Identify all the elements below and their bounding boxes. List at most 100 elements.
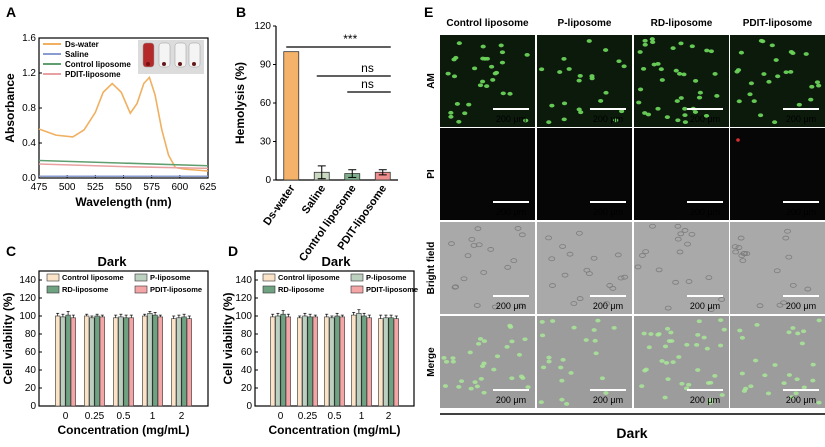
cell [786,373,793,377]
cell [808,97,814,102]
scale-bar-label: 200 μm [690,114,720,124]
viability-bar [383,317,389,407]
column-header: RD-liposome [651,18,713,29]
viability-bar [339,316,345,407]
vial [174,42,187,68]
cell [592,338,598,343]
cell [658,67,664,72]
cell [481,339,488,344]
hemolysis-bar [283,51,300,181]
y-tick-label: 40 [25,365,37,376]
scale-bar-label: 200 μm [593,301,623,311]
cell [696,319,702,324]
cell-outline [676,249,684,255]
cell [561,101,568,106]
cell [540,365,547,370]
cell [772,363,778,367]
cell [676,355,682,359]
cell [471,66,478,71]
cell-outline [737,235,745,241]
cell [456,41,462,46]
legend-label: PDIT-liposome [150,285,202,294]
micrograph-tile [440,222,535,314]
cell [659,359,665,363]
cell [762,373,768,378]
cell [539,320,545,324]
cell [445,71,451,76]
viability-bar [99,316,105,407]
cell-outline [617,275,625,281]
cell [765,391,772,396]
cell [611,325,617,330]
cell-outline [518,232,526,238]
viability-bar [176,317,182,407]
cell [772,120,778,125]
cell [559,397,565,402]
cell-outline [576,296,584,301]
y-tick-label: 80 [25,329,37,340]
scale-bar-label: 200 μm [496,114,526,124]
cell [708,49,714,54]
y-axis-label: Absorbance [3,73,17,143]
category-label: Control liposome [297,183,359,264]
micrograph-tile [634,316,729,408]
cell [477,336,484,341]
legend-label: PDIT-liposome [366,285,418,294]
cell [748,81,755,86]
cell-outline [609,286,617,291]
cell [790,51,796,56]
x-tick-label: 0.5 [328,411,342,422]
micrograph-tile [730,128,825,220]
cell-outline [570,301,578,306]
cell [500,91,506,96]
cell [482,56,488,61]
cell [583,338,589,342]
cell [801,385,807,390]
cell [479,79,486,84]
legend-swatch [46,285,60,294]
vials-photo-inset [138,40,204,74]
cell [799,341,805,346]
cell-outline [674,236,682,242]
cell [603,90,609,95]
vial [158,42,171,68]
cell-outline [548,256,556,262]
cell [670,360,676,365]
x-tick-label: 0.25 [298,411,318,422]
cell [682,120,689,125]
cell-outline [474,226,482,232]
x-axis-label: Concentration (mg/mL) [58,423,190,437]
cell [523,118,529,123]
scale-bar-label: 200 μm [496,395,526,405]
y-tick-label: 120 [235,293,252,304]
cell [642,368,648,373]
x-tick-label: 475 [31,182,48,193]
viability-bar [113,317,119,407]
cell-outline [470,243,478,248]
cell [663,360,670,365]
cell [499,50,506,55]
dead-cell [736,138,740,142]
viability-bar [388,317,394,407]
cell [650,40,656,45]
cell [539,333,546,338]
cell [761,72,767,76]
cell-outline [705,275,713,280]
y-tick-label: 20 [241,383,253,394]
y-tick-label: 1.6 [22,33,36,44]
vial [188,42,201,68]
scale-bar-label: 200 μm [786,301,816,311]
y-tick-label: 120 [19,293,36,304]
x-tick-label: 0.25 [85,411,105,422]
cell [561,56,567,61]
significance-label: ns [361,61,374,75]
cell [571,325,577,330]
cell [810,362,816,367]
cell-outline [575,230,583,236]
cell [468,386,474,391]
viability-bar [171,318,177,407]
legend-label: P-liposome [366,273,406,282]
cell [686,382,692,387]
cell [788,69,794,74]
